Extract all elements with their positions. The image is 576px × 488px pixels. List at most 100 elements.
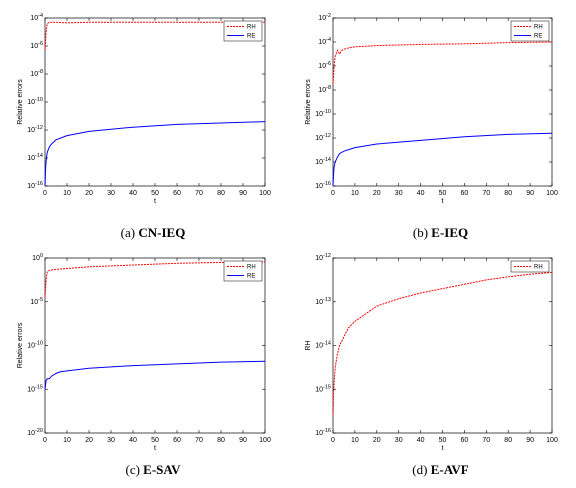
- y-axis-label: Relative errors: [17, 79, 24, 125]
- y-tick-label: 10-10: [27, 97, 43, 106]
- x-tick-label: 50: [439, 437, 447, 444]
- x-tick-label: 0: [331, 190, 335, 197]
- series-re-line: [44, 360, 266, 390]
- y-axis-label: RH: [305, 340, 312, 350]
- plot-frame: [44, 257, 266, 434]
- y-tick-label: 10-16: [27, 181, 43, 190]
- x-tick-label: 60: [461, 437, 469, 444]
- x-tick-label: 90: [239, 190, 247, 197]
- x-tick-label: 90: [526, 437, 534, 444]
- x-tick-label: 40: [129, 190, 137, 197]
- y-tick-label: 10-16: [315, 181, 331, 190]
- legend: RH: [510, 260, 550, 273]
- x-axis-label: t: [442, 198, 444, 205]
- y-tick-label: 10-5: [30, 297, 43, 306]
- legend-label-re: RE: [247, 274, 255, 280]
- x-tick-label: 60: [173, 437, 181, 444]
- x-tick-label: 80: [504, 190, 512, 197]
- y-tick-label: 10-16: [315, 428, 331, 437]
- x-tick-label: 100: [546, 437, 558, 444]
- series-rh-line: [332, 271, 553, 416]
- legend-label-rh: RH: [534, 25, 543, 31]
- x-tick-label: 70: [482, 190, 490, 197]
- y-tick-label: 10-6: [30, 41, 43, 50]
- panel-caption: (a) CN-IEQ: [121, 225, 186, 240]
- y-tick-label: 10-15: [27, 384, 43, 393]
- panel-cn-ieq: 0 10 20 30 40 50 60 70 80 90 100 10-16 10-14 10-12 10-…: [17, 13, 271, 240]
- x-tick-label: 40: [129, 437, 137, 444]
- x-tick-label: 50: [439, 190, 447, 197]
- series-rh-line: [44, 261, 266, 298]
- legend-label-rh: RH: [534, 265, 543, 271]
- x-tick-label: 80: [217, 437, 225, 444]
- x-tick-label: 30: [107, 190, 115, 197]
- y-tick-label: 100: [32, 253, 43, 262]
- x-tick-label: 10: [63, 190, 71, 197]
- y-tick-label: 10-4: [30, 13, 43, 22]
- y-axis-label: Relative errors: [305, 79, 312, 125]
- plot-frame: [44, 17, 266, 187]
- plot-frame: [332, 257, 553, 434]
- x-axis-label: t: [442, 445, 444, 452]
- plot-frame: [332, 17, 553, 187]
- x-tick-label: 10: [351, 437, 359, 444]
- x-tick-label: 70: [482, 437, 490, 444]
- x-tick-label: 10: [63, 437, 71, 444]
- y-axis-label: Relative errors: [17, 322, 24, 368]
- x-tick-label: 20: [85, 190, 93, 197]
- y-tick-label: 10-8: [318, 85, 331, 94]
- legend: RH RE: [510, 20, 550, 42]
- y-tick-label: 10-10: [27, 341, 43, 350]
- x-tick-label: 0: [43, 437, 47, 444]
- x-tick-label: 0: [331, 437, 335, 444]
- x-tick-label: 0: [43, 190, 47, 197]
- x-tick-label: 40: [417, 437, 425, 444]
- x-axis-label: t: [154, 445, 156, 452]
- y-tick-label: 10-12: [315, 133, 331, 142]
- y-tick-label: 10-12: [315, 253, 331, 262]
- x-tick-label: 30: [395, 190, 403, 197]
- y-tick-label: 10-15: [315, 384, 331, 393]
- x-tick-label: 90: [239, 437, 247, 444]
- x-tick-label: 50: [151, 190, 159, 197]
- x-tick-label: 70: [195, 190, 203, 197]
- x-tick-label: 30: [107, 437, 115, 444]
- x-tick-label: 40: [417, 190, 425, 197]
- panel-e-sav: 0 10 20 30 40 50 60 70 80 90 100 10-20 10-15 10-10 10-…: [17, 253, 271, 477]
- panel-caption: (b) E-IEQ: [413, 225, 468, 240]
- y-tick-label: 10-12: [27, 125, 43, 134]
- x-tick-label: 100: [259, 190, 271, 197]
- x-tick-label: 80: [504, 437, 512, 444]
- y-tick-label: 10-6: [318, 61, 331, 70]
- legend-label-re: RE: [534, 34, 542, 40]
- panel-caption: (d) E-AVF: [412, 462, 469, 477]
- x-tick-label: 60: [461, 190, 469, 197]
- legend-label-rh: RH: [247, 25, 256, 31]
- x-tick-label: 80: [217, 190, 225, 197]
- legend: RH RE: [223, 260, 263, 282]
- y-tick-label: 10-4: [318, 37, 331, 46]
- x-tick-label: 60: [173, 190, 181, 197]
- panel-e-ieq: 0 10 20 30 40 50 60 70 80 90 100 10-16 10-14 10-12 10-…: [305, 13, 558, 240]
- legend-box: [223, 20, 263, 42]
- x-tick-label: 70: [195, 437, 203, 444]
- y-tick-label: 10-8: [30, 69, 43, 78]
- y-tick-label: 10-10: [315, 109, 331, 118]
- y-tick-label: 10-20: [27, 428, 43, 437]
- x-tick-label: 90: [526, 190, 534, 197]
- panel-caption: (c) E-SAV: [125, 462, 181, 477]
- x-tick-label: 20: [85, 437, 93, 444]
- panel-e-avf: 0 10 20 30 40 50 60 70 80 90 100 10-16 10-15 10-14 10-…: [305, 253, 558, 477]
- x-tick-label: 50: [151, 437, 159, 444]
- y-tick-label: 10-13: [315, 297, 331, 306]
- y-tick-label: 10-2: [318, 13, 331, 22]
- legend-box: [223, 260, 263, 282]
- x-tick-label: 10: [351, 190, 359, 197]
- x-tick-label: 100: [546, 190, 558, 197]
- x-axis-label: t: [154, 198, 156, 205]
- legend-label-rh: RH: [247, 265, 256, 271]
- series-rh-line: [44, 21, 265, 51]
- legend-box: [510, 20, 550, 42]
- series-re-line: [332, 132, 553, 187]
